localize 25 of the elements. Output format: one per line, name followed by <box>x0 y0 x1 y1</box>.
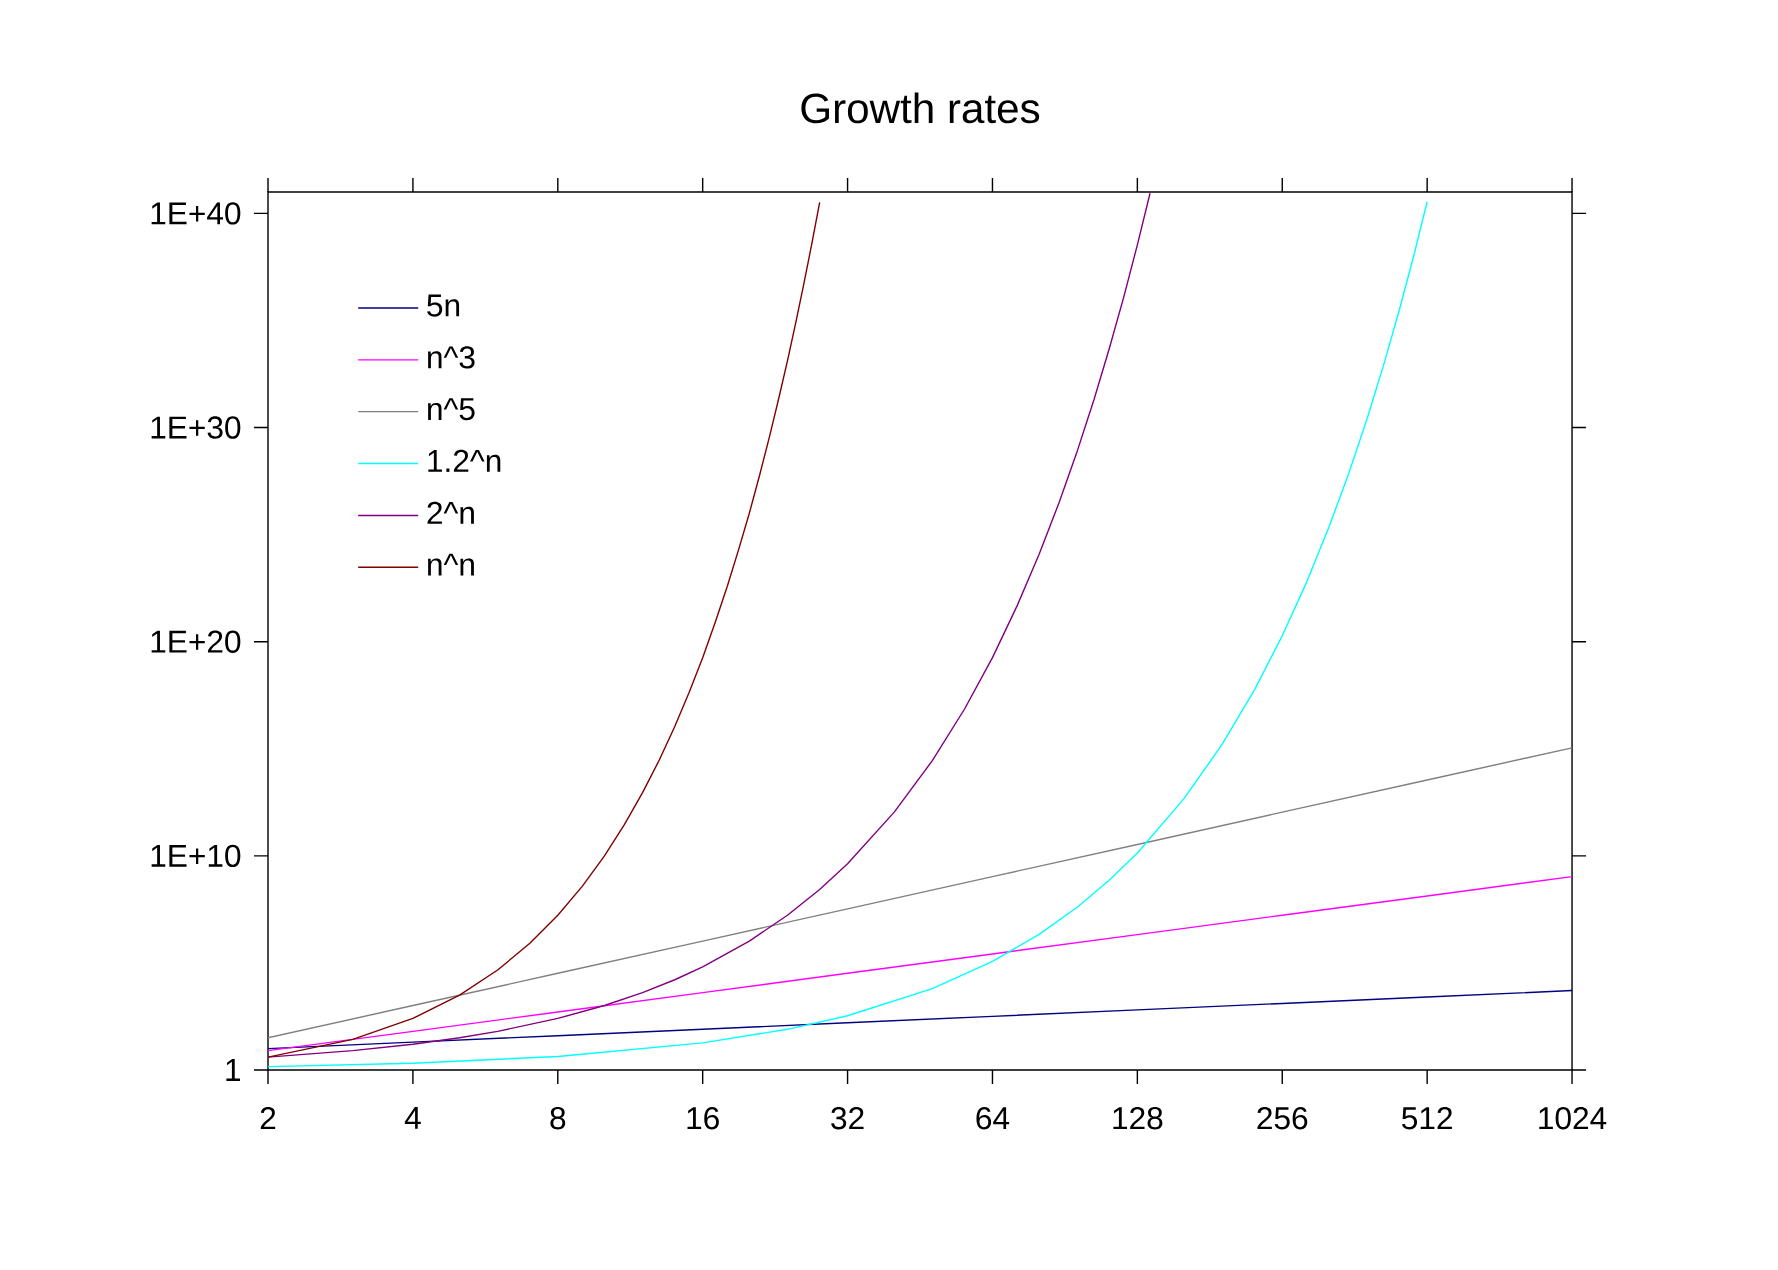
x-tick-label: 2 <box>260 1107 276 1130</box>
legend-label: n^5 <box>428 398 475 421</box>
line-series <box>268 875 1573 1052</box>
legend-label: 5n <box>427 294 460 317</box>
x-tick-label: 128 <box>1113 1107 1163 1130</box>
x-tick-label: 32 <box>831 1107 864 1130</box>
line-series <box>268 989 1573 1050</box>
x-tick-label: 512 <box>1402 1107 1452 1130</box>
x-tick-label: 256 <box>1257 1107 1308 1130</box>
y-tick-label: 1 <box>226 1059 241 1081</box>
x-tick-label: 64 <box>976 1107 1010 1130</box>
y-tick-label: 1E+30 <box>151 416 241 439</box>
line-series <box>268 747 1573 1039</box>
y-tick-label: 1E+20 <box>151 630 241 653</box>
legend-label: 1.2^n <box>428 449 501 472</box>
x-tick-label: 16 <box>687 1107 719 1130</box>
legend-label: n^n <box>428 553 474 576</box>
x-tick-label: 4 <box>404 1107 421 1129</box>
x-tick-label: 1024 <box>1539 1107 1607 1130</box>
legend-label: n^3 <box>428 346 475 369</box>
y-tick-label: 1E+40 <box>151 202 241 225</box>
x-tick-label: 8 <box>550 1107 566 1130</box>
chart-title: Growth rates <box>801 92 1040 124</box>
y-tick-label: 1E+10 <box>151 844 241 868</box>
legend-label: 2^n <box>427 501 474 524</box>
